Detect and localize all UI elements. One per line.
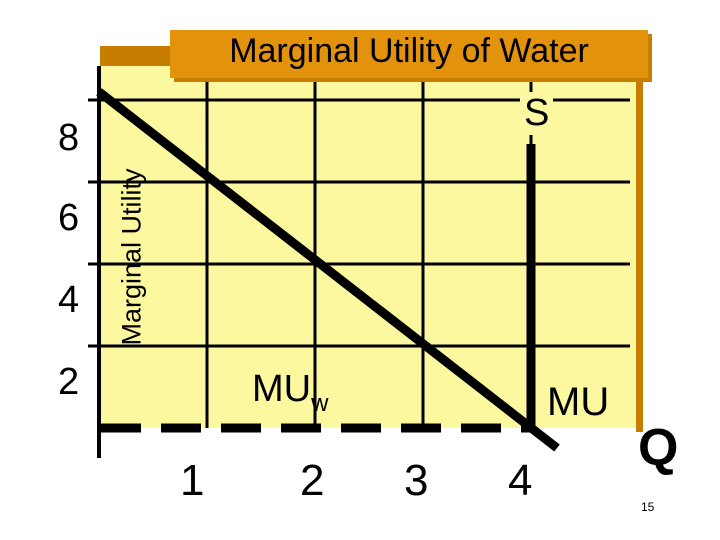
x-axis-label: Q	[638, 419, 679, 477]
plot-frame-top	[100, 46, 170, 66]
x-tick-label: 2	[300, 456, 325, 505]
supply-label: S	[520, 92, 554, 135]
x-tick-label: 1	[180, 456, 205, 505]
mu-label: MU	[547, 380, 610, 424]
curve-label-subscript: w	[311, 390, 329, 417]
y-tick-label: 2	[58, 361, 80, 403]
page-number: 15	[641, 500, 655, 514]
plot-frame-right	[636, 70, 643, 432]
x-tick-label: 3	[404, 456, 429, 505]
chart-title: Marginal Utility of Water	[229, 32, 589, 70]
y-tick-label: 4	[58, 279, 80, 321]
marginal-utility-line	[96, 88, 560, 452]
title-banner	[170, 30, 648, 78]
curve-label: MUw	[252, 368, 328, 418]
plot-area	[100, 66, 640, 428]
curve-label-main: MU	[252, 368, 312, 410]
y-axis-label: Marginal Utility	[116, 168, 147, 346]
tick-marks	[88, 98, 101, 348]
x-tick-label: 4	[508, 456, 533, 505]
grid	[101, 80, 630, 428]
y-tick-label: 8	[58, 117, 80, 159]
y-tick-label: 6	[58, 197, 80, 239]
